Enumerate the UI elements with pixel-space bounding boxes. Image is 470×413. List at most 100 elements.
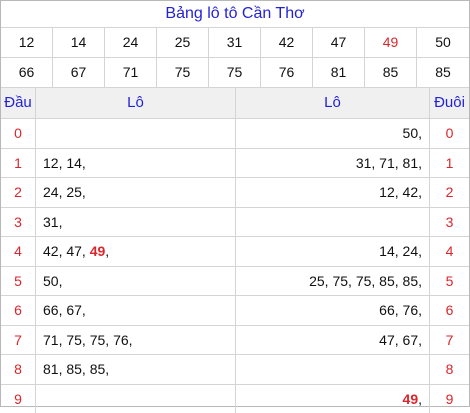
lo-number: 31,: [356, 155, 375, 171]
number-cell: 47: [313, 28, 365, 58]
tail-digit: 2: [430, 178, 469, 208]
lo-number: 76,: [403, 302, 422, 318]
lo-by-tail: 49,: [236, 385, 430, 413]
tail-digit: 4: [430, 237, 469, 267]
lo-number: 12,: [43, 155, 62, 171]
lo-by-head: [36, 119, 236, 149]
number-cell: 12: [1, 28, 53, 58]
lo-number: 66,: [379, 302, 398, 318]
lo-number: 50,: [403, 125, 422, 141]
lo-by-tail: 66, 76,: [236, 296, 430, 326]
head-digit: 2: [1, 178, 36, 208]
lo-by-tail: 12, 42,: [236, 178, 430, 208]
number-cell: 75: [157, 58, 209, 88]
number-cell: 31: [209, 28, 261, 58]
lo-by-head: 71, 75, 75, 76,: [36, 326, 236, 356]
head-digit: 8: [1, 355, 36, 385]
lo-number: 85,: [66, 361, 85, 377]
head-digit: 4: [1, 237, 36, 267]
lo-number: 81,: [403, 155, 422, 171]
lo-number: 75,: [90, 332, 109, 348]
number-cell: 24: [105, 28, 157, 58]
number-cell: 25: [157, 28, 209, 58]
lo-by-tail: 25, 75, 75, 85, 85,: [236, 267, 430, 297]
number-cell: 42: [261, 28, 313, 58]
lo-number: 31,: [43, 214, 62, 230]
number-cell: 75: [209, 58, 261, 88]
lo-number: 85,: [379, 273, 398, 289]
head-digit: 3: [1, 208, 36, 238]
number-cell: 76: [261, 58, 313, 88]
lo-number: 71,: [43, 332, 62, 348]
lo-number: 71,: [379, 155, 398, 171]
lo-by-head: 81, 85, 85,: [36, 355, 236, 385]
lo-number: 50,: [43, 273, 62, 289]
tail-digit: 6: [430, 296, 469, 326]
tail-digit: 3: [430, 208, 469, 238]
number-cell: 66: [1, 58, 53, 88]
lo-number: 42,: [403, 184, 422, 200]
number-cell: 71: [105, 58, 157, 88]
lo-number: 49: [90, 243, 106, 259]
lo-number: 75,: [332, 273, 351, 289]
tail-digit: 9: [430, 385, 469, 413]
lo-number: 12,: [379, 184, 398, 200]
lo-number: 75,: [356, 273, 375, 289]
lo-number: 47,: [66, 243, 85, 259]
tail-digit: 8: [430, 355, 469, 385]
header-lo-left: Lô: [36, 88, 236, 119]
number-cell: 50: [417, 28, 469, 58]
lo-by-tail: 14, 24,: [236, 237, 430, 267]
lo-by-head: 42, 47, 49,: [36, 237, 236, 267]
lo-number: 49: [403, 391, 419, 407]
lo-number: 25,: [66, 184, 85, 200]
number-cell: 81: [313, 58, 365, 88]
lo-number: 14,: [379, 243, 398, 259]
header-dau: Đầu: [1, 88, 36, 119]
lo-number: 81,: [43, 361, 62, 377]
number-cell: 85: [365, 58, 417, 88]
header-lo-right: Lô: [236, 88, 430, 119]
number-cell: 67: [53, 58, 105, 88]
head-digit: 7: [1, 326, 36, 356]
header-duoi: Đuôi: [430, 88, 469, 119]
lo-by-head: 66, 67,: [36, 296, 236, 326]
board-title: Bảng lô tô Cần Thơ: [1, 1, 469, 28]
lo-by-tail: 50,: [236, 119, 430, 149]
head-digit: 5: [1, 267, 36, 297]
number-cell: 14: [53, 28, 105, 58]
head-digit: 6: [1, 296, 36, 326]
number-cell: 85: [417, 58, 469, 88]
lo-by-head: 31,: [36, 208, 236, 238]
lo-number: 66,: [43, 302, 62, 318]
lo-number: ,: [105, 243, 109, 259]
head-digit: 1: [1, 149, 36, 179]
tail-digit: 5: [430, 267, 469, 297]
lo-number: 67,: [403, 332, 422, 348]
lo-number: ,: [418, 391, 422, 407]
head-digit: 9: [1, 385, 36, 413]
lo-by-head: 12, 14,: [36, 149, 236, 179]
lo-number: 14,: [66, 155, 85, 171]
lo-number: 25,: [309, 273, 328, 289]
lo-by-head: 24, 25,: [36, 178, 236, 208]
lo-by-tail: [236, 355, 430, 385]
lo-by-tail: [236, 208, 430, 238]
lo-number: 47,: [379, 332, 398, 348]
tail-digit: 1: [430, 149, 469, 179]
lo-number: 24,: [403, 243, 422, 259]
lo-by-head: [36, 385, 236, 413]
lo-by-tail: 31, 71, 81,: [236, 149, 430, 179]
tail-digit: 7: [430, 326, 469, 356]
lo-number: 42,: [43, 243, 62, 259]
lo-number: 67,: [66, 302, 85, 318]
lo-by-tail: 47, 67,: [236, 326, 430, 356]
head-digit: 0: [1, 119, 36, 149]
number-cell: 49: [365, 28, 417, 58]
lo-number: 76,: [113, 332, 132, 348]
lo-number: 85,: [403, 273, 422, 289]
lo-number: 75,: [66, 332, 85, 348]
